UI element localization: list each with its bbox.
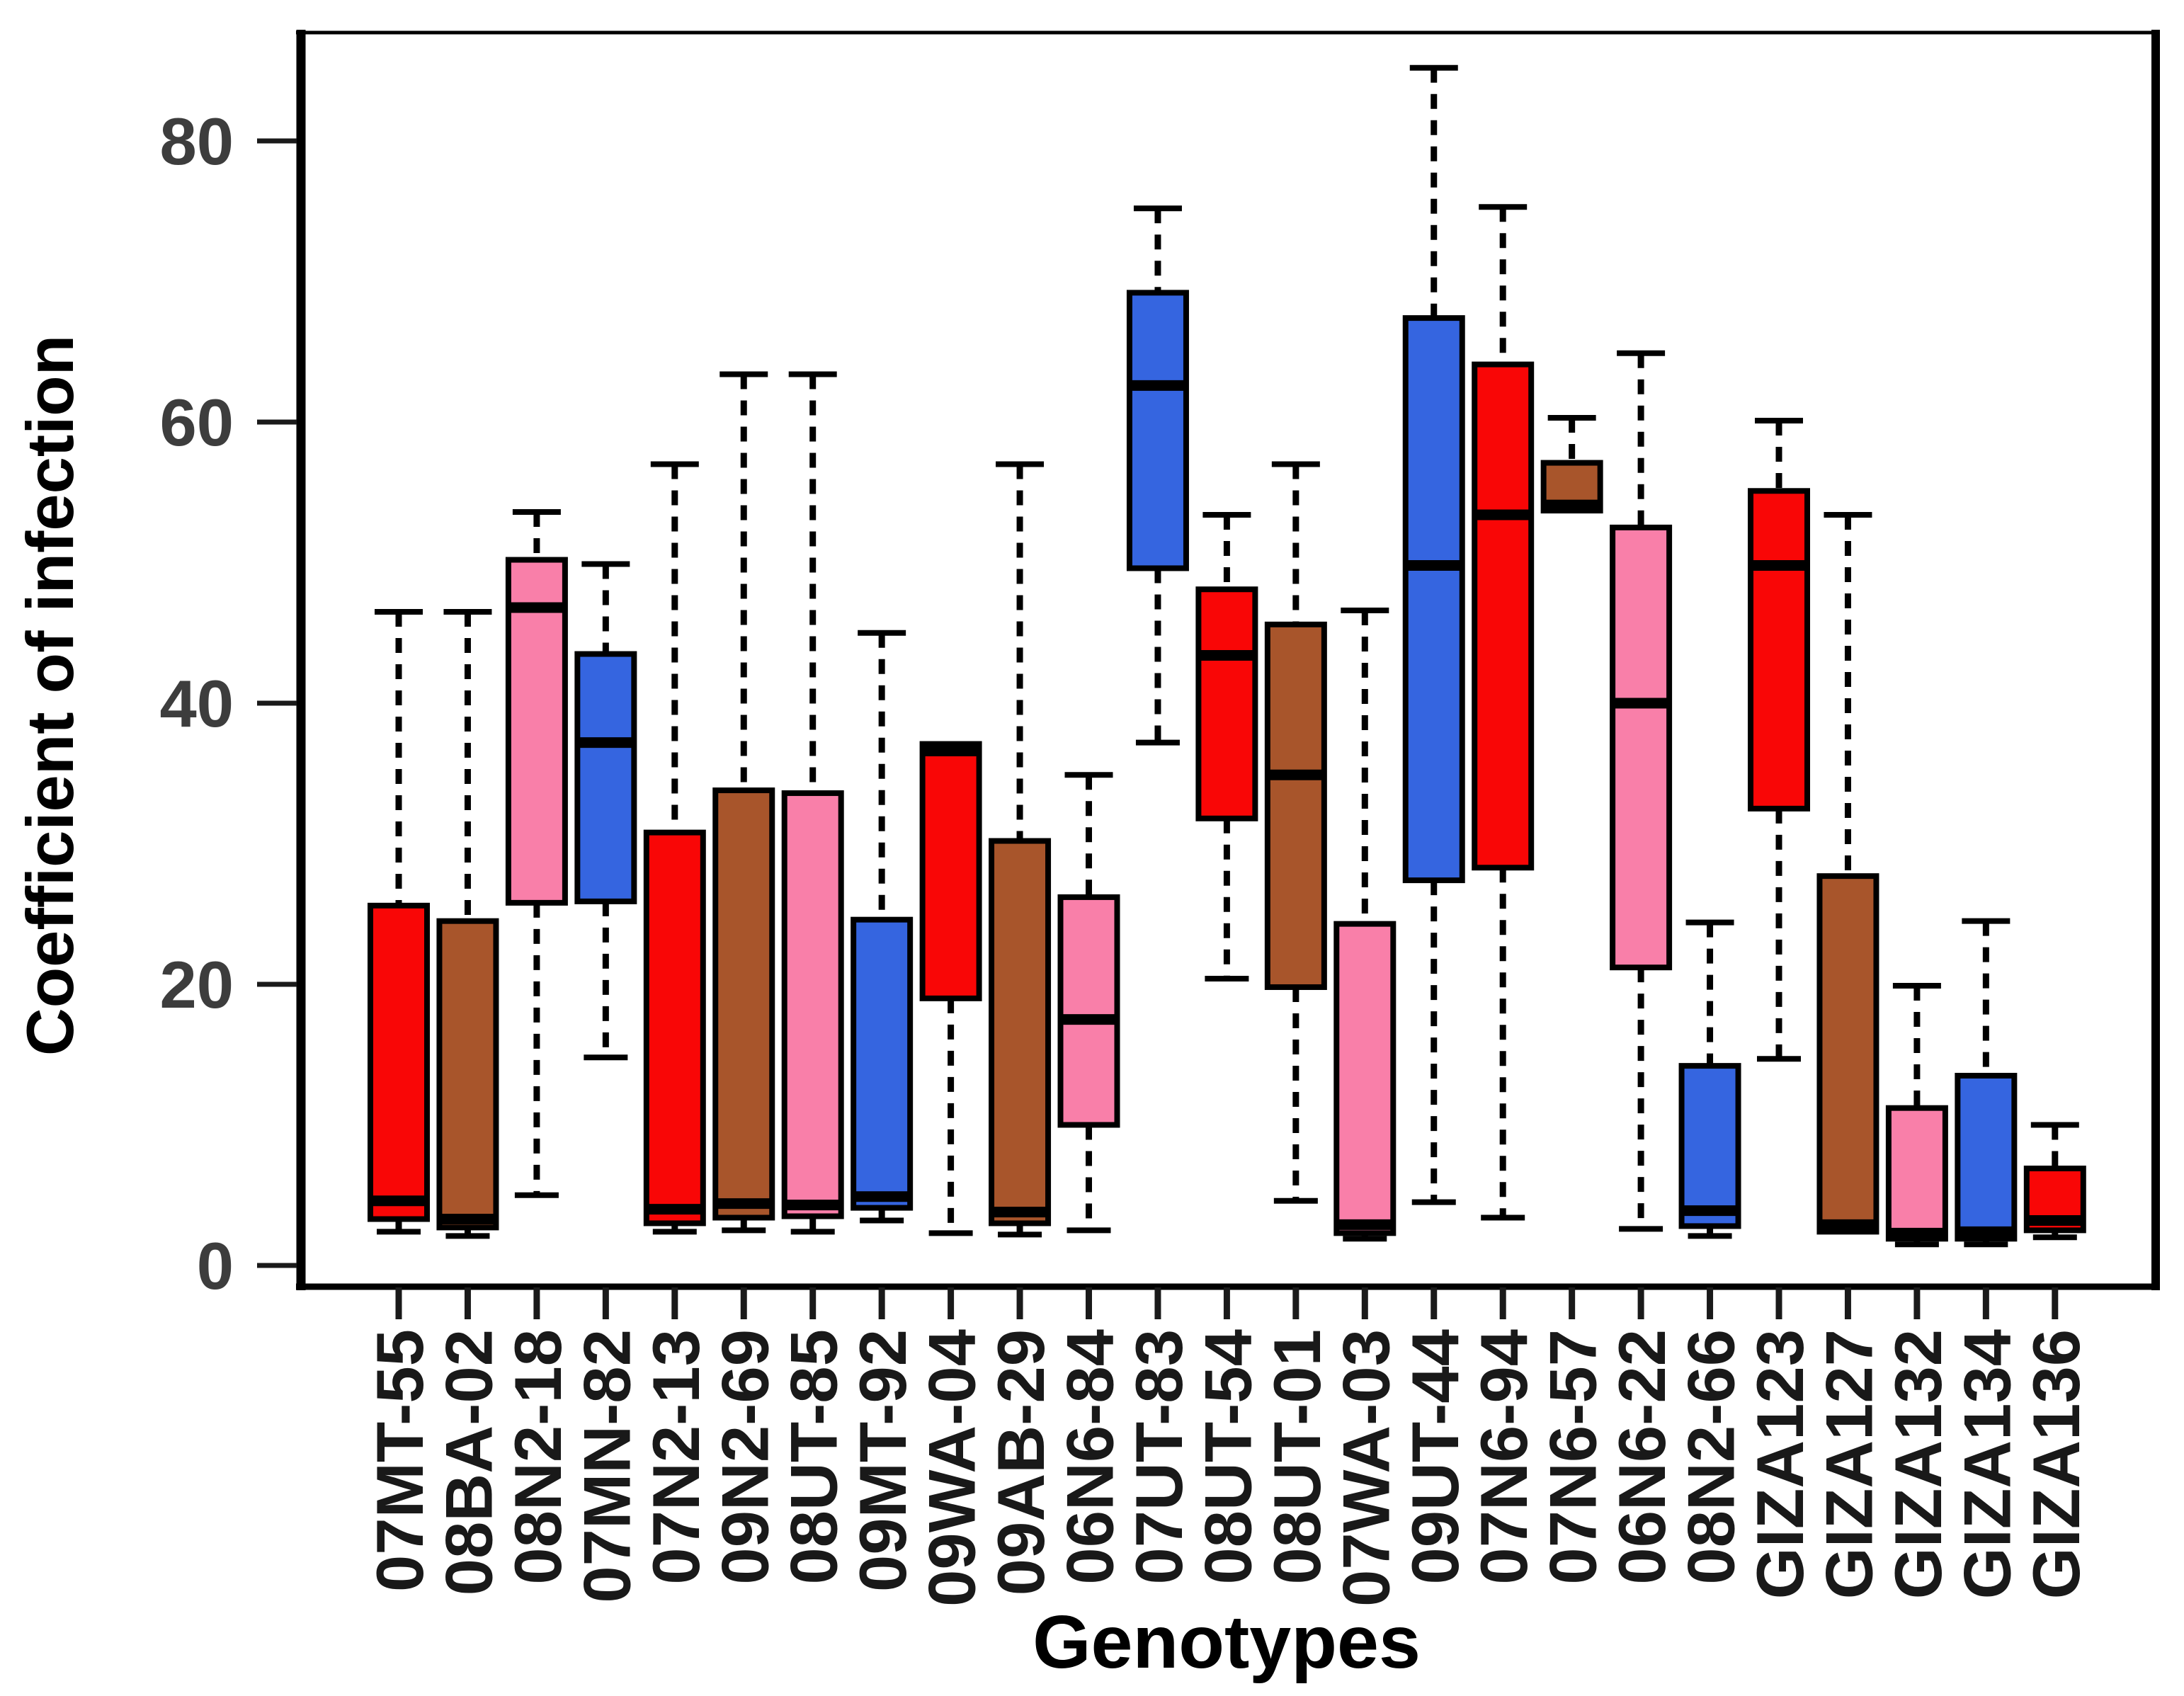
boxplot-08N2-66 xyxy=(1678,919,1741,1239)
y-tick-label: 40 xyxy=(159,666,234,741)
x-tick-label: GIZA136 xyxy=(2019,1329,2093,1599)
iqr-box xyxy=(851,916,914,1211)
iqr-box xyxy=(1264,621,1327,990)
x-axis-title: Genotypes xyxy=(1033,1600,1421,1684)
x-tick-label: 06N6-22 xyxy=(1605,1329,1679,1585)
x-tick-label: GIZA127 xyxy=(1812,1329,1886,1599)
iqr-box xyxy=(436,918,499,1231)
iqr-box xyxy=(781,790,844,1219)
boxplot-07MT-55 xyxy=(368,608,430,1235)
boxplot-06N6-84 xyxy=(1057,772,1120,1234)
iqr-box xyxy=(712,787,775,1221)
iqr-box xyxy=(989,838,1052,1227)
boxplot-07WA-03 xyxy=(1333,607,1397,1242)
boxplot-09N2-69 xyxy=(712,371,775,1234)
y-tick-label: 60 xyxy=(159,385,234,460)
iqr-box xyxy=(1195,586,1258,821)
iqr-box xyxy=(1126,290,1189,571)
boxplot-07N2-13 xyxy=(643,461,706,1235)
boxplot-GIZA123 xyxy=(1748,418,1810,1062)
x-tick-label: GIZA123 xyxy=(1743,1329,1817,1599)
iqr-box xyxy=(1885,1105,1948,1242)
x-tick-label: GIZA132 xyxy=(1881,1329,1955,1599)
boxplot-07N6-57 xyxy=(1540,415,1603,514)
x-tick-label: 09N2-69 xyxy=(707,1329,782,1585)
boxplot-07N6-94 xyxy=(1472,204,1535,1221)
boxplot-09MT-92 xyxy=(851,630,914,1224)
x-tick-label: 09MT-92 xyxy=(846,1329,920,1592)
x-tick-label: 06N6-84 xyxy=(1053,1329,1127,1585)
x-tick-label: 08N2-18 xyxy=(501,1329,575,1585)
boxplot-07UT-83 xyxy=(1126,205,1189,746)
boxplot-09AB-29 xyxy=(989,461,1052,1238)
iqr-box xyxy=(643,829,706,1227)
iqr-box xyxy=(1955,1073,2018,1242)
boxplot-GIZA127 xyxy=(1816,512,1879,1235)
boxplot-08UT-01 xyxy=(1264,461,1327,1204)
iqr-box xyxy=(1678,1063,1741,1229)
boxplot-09UT-44 xyxy=(1402,64,1465,1205)
y-tick-label: 80 xyxy=(159,104,234,178)
iqr-box xyxy=(1402,315,1465,884)
x-tick-label: 07WA-03 xyxy=(1329,1329,1403,1607)
x-tick-label: GIZA134 xyxy=(1950,1329,2024,1599)
x-tick-label: 07N6-57 xyxy=(1536,1329,1610,1585)
x-tick-label: 08UT-54 xyxy=(1190,1329,1265,1585)
iqr-box xyxy=(505,557,568,906)
x-tick-label: 08N2-66 xyxy=(1674,1329,1748,1585)
x-tick-label: 08BA-02 xyxy=(431,1329,506,1595)
boxplot-08BA-02 xyxy=(436,608,499,1239)
plot-area: 02040608007MT-5508BA-0208N2-1807MN-8207N… xyxy=(159,30,2160,1607)
boxplot-06N6-22 xyxy=(1610,350,1673,1232)
x-tick-label: 09WA-04 xyxy=(915,1329,989,1607)
iqr-box xyxy=(919,741,982,1001)
iqr-box xyxy=(1333,921,1397,1236)
y-tick-label: 0 xyxy=(197,1229,234,1303)
x-tick-label: 07UT-83 xyxy=(1122,1329,1196,1585)
x-tick-label: 07MN-82 xyxy=(569,1329,644,1603)
iqr-box xyxy=(574,651,637,904)
x-tick-label: 07MT-55 xyxy=(363,1329,437,1592)
boxplot-07MN-82 xyxy=(574,561,637,1061)
x-tick-label: 07N6-94 xyxy=(1467,1329,1541,1585)
boxplot-08UT-85 xyxy=(781,371,844,1235)
x-tick-label: 09AB-29 xyxy=(984,1329,1058,1595)
x-tick-label: 09UT-44 xyxy=(1398,1329,1472,1585)
x-tick-label: 08UT-85 xyxy=(777,1329,851,1585)
boxplot-GIZA134 xyxy=(1955,918,2018,1248)
iqr-box xyxy=(368,902,430,1222)
iqr-box xyxy=(1748,488,1810,812)
boxplot-GIZA132 xyxy=(1885,982,1948,1248)
x-tick-label: 07N2-13 xyxy=(639,1329,713,1585)
boxplot-08UT-54 xyxy=(1195,512,1258,982)
x-tick-label: 08UT-01 xyxy=(1260,1329,1334,1585)
iqr-box xyxy=(1472,361,1535,871)
boxplot-08N2-18 xyxy=(505,509,568,1198)
boxplot-09WA-04 xyxy=(919,741,982,1236)
y-tick-label: 20 xyxy=(159,947,234,1022)
y-axis-title: Coefficient of infection xyxy=(13,335,87,1056)
boxplot-GIZA136 xyxy=(2023,1122,2086,1241)
iqr-box xyxy=(1610,524,1673,971)
iqr-box xyxy=(1816,873,1879,1235)
iqr-box xyxy=(1057,894,1120,1128)
